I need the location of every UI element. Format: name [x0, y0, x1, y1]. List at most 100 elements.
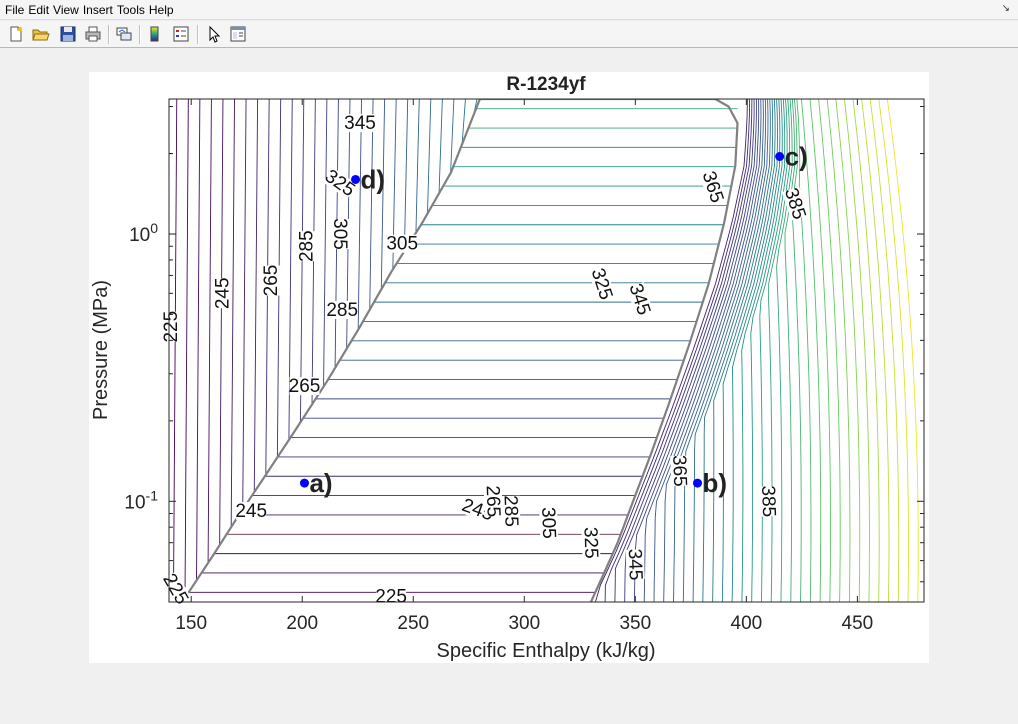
contour-label-bg: [213, 278, 232, 309]
toolbar: [0, 21, 1018, 48]
contour-label: 325: [587, 266, 617, 303]
isotherm-curve: [614, 99, 753, 602]
x-tick-label: 300: [508, 613, 540, 634]
state-point-marker[interactable]: [693, 478, 702, 488]
isotherm-curve: [843, 99, 870, 602]
isotherm-curve: [633, 99, 757, 602]
contour-label-text: 265: [482, 485, 504, 517]
isotherm-curve: [878, 99, 909, 602]
state-point-marker[interactable]: [299, 478, 309, 488]
contour-label: 265: [289, 376, 321, 397]
isotherm-line: [403, 99, 409, 252]
open-file-icon[interactable]: [32, 25, 50, 43]
contour-label: 225: [375, 587, 407, 608]
pointer-icon[interactable]: [205, 25, 223, 43]
isotherm-curve: [673, 99, 767, 602]
isotherm-curve: [604, 99, 751, 602]
x-axis: 150 200 250 300 350 400 450: [175, 99, 873, 634]
contour-label-bg: [327, 300, 358, 319]
link-plot-icon[interactable]: [115, 25, 133, 43]
contour-label-bg: [289, 377, 320, 395]
contour-label: 345: [624, 548, 646, 580]
y-tick-label: 10-1: [124, 487, 158, 513]
new-figure-icon[interactable]: [7, 25, 25, 43]
contour-label-text: 285: [499, 495, 521, 527]
contour-label-text: 265: [261, 265, 282, 297]
isotherm-line: [450, 99, 455, 174]
isotherm-curve: [682, 99, 769, 602]
isotherm-line: [172, 99, 178, 602]
menu-view[interactable]: View: [53, 3, 79, 17]
menu-bar: File Edit View Insert Tools Help ↘: [0, 0, 1018, 20]
contour-label: 385: [780, 185, 810, 222]
print-icon[interactable]: [84, 25, 102, 43]
colorbar-icon[interactable]: [146, 25, 164, 43]
isotherm-curve: [791, 99, 802, 602]
isotherm-curve: [741, 99, 783, 602]
menu-tools[interactable]: Tools: [116, 3, 145, 17]
contour-label: 305: [537, 507, 559, 539]
contour-label-text: 305: [386, 234, 418, 255]
isotherm-line: [242, 99, 247, 510]
state-point-marker[interactable]: [351, 174, 361, 184]
toolbar-separator: [197, 25, 199, 44]
contour-label-text: 345: [344, 113, 376, 134]
chart-title: R-1234yf: [506, 74, 586, 95]
isotherm-curve: [624, 99, 755, 602]
isotherm-line: [380, 99, 386, 290]
contour-label-text: 225: [375, 587, 407, 608]
contour-label-bg: [262, 265, 281, 296]
isotherm-line: [184, 99, 189, 598]
isotherm-curve: [750, 99, 786, 602]
contour-label: 285: [326, 300, 358, 321]
contour-label: 305: [386, 234, 418, 255]
save-icon[interactable]: [59, 25, 77, 43]
isotherm-line: [323, 99, 328, 387]
contour-label-bg: [670, 455, 690, 487]
dock-arrow-icon[interactable]: ↘: [1001, 3, 1010, 14]
x-tick-label: 400: [731, 613, 763, 634]
state-point-label: d): [361, 164, 386, 194]
isotherm-curve: [852, 99, 880, 602]
property-inspector-icon[interactable]: [229, 25, 247, 43]
contour-label-bg: [625, 549, 645, 580]
isotherm-curve: [776, 99, 793, 602]
saturated-vapor-line: [589, 99, 739, 602]
contour-label: 245: [212, 277, 233, 309]
isotherm-line: [207, 99, 212, 563]
isotherm-curve: [886, 99, 919, 602]
x-tick-label: 200: [286, 613, 318, 634]
contour-label-bg: [162, 311, 181, 342]
contour-label-text: 245: [235, 501, 267, 522]
contour-label-bg: [581, 527, 601, 559]
contour-label-bg: [160, 571, 191, 607]
isotherm-curve: [826, 99, 851, 602]
contour-label-text: 305: [537, 507, 559, 539]
menu-help[interactable]: Help: [148, 3, 174, 17]
x-axis-label: Specific Enthalpy (kJ/kg): [437, 640, 656, 662]
toolbar-separator: [108, 25, 110, 44]
contour-label-text: 245: [212, 277, 233, 309]
state-point-label: b): [703, 468, 728, 498]
isotherm-curve: [721, 99, 778, 602]
contour-label-text: 305: [329, 218, 350, 250]
legend-icon[interactable]: [172, 25, 190, 43]
state-point-marker[interactable]: [775, 151, 785, 161]
menu-edit[interactable]: Edit: [28, 3, 50, 17]
contour-label-text: 285: [326, 300, 358, 321]
contour-label-bg: [483, 485, 503, 517]
contour-label: 305: [329, 218, 350, 250]
contour-label-bg: [699, 169, 727, 205]
contour-label-text: 285: [297, 230, 318, 262]
contour-label-bg: [759, 485, 779, 517]
menu-insert[interactable]: Insert: [82, 3, 113, 17]
menu-file[interactable]: File: [5, 3, 25, 17]
y-axis-label: Pressure (MPa): [90, 280, 112, 420]
contour-label-bg: [782, 186, 809, 221]
contour-label-bg: [236, 502, 267, 520]
isotherm-curve: [692, 99, 771, 602]
contour-label-text: 345: [624, 548, 646, 580]
contour-label-text: 365: [668, 455, 690, 487]
isotherm-curve: [731, 99, 781, 602]
